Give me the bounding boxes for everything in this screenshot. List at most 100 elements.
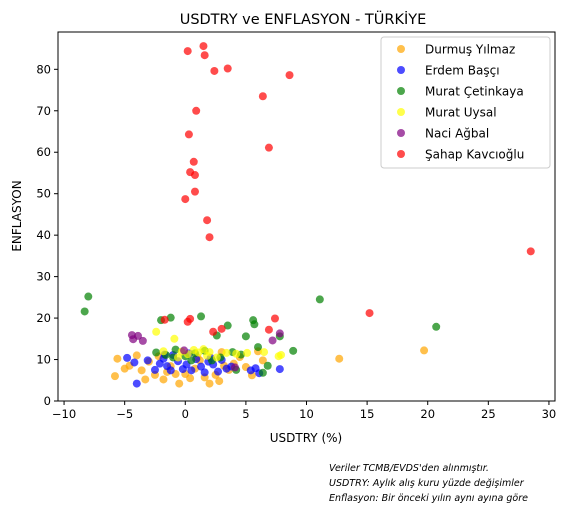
data-point bbox=[171, 345, 180, 354]
y-tick-label: 40 bbox=[36, 228, 51, 242]
x-axis-ticks: −10 −5 0 5 10 15 20 25 30 bbox=[52, 401, 556, 421]
y-tick-label: 70 bbox=[36, 104, 51, 118]
data-point bbox=[420, 346, 429, 355]
data-point bbox=[205, 233, 214, 242]
data-point bbox=[181, 195, 190, 204]
legend-marker bbox=[397, 87, 405, 95]
data-point bbox=[432, 322, 441, 331]
data-point bbox=[210, 66, 219, 75]
data-point bbox=[141, 375, 150, 384]
legend-label: Naci Ağbal bbox=[425, 127, 489, 141]
data-point bbox=[223, 321, 232, 330]
data-point bbox=[203, 216, 212, 225]
data-point bbox=[166, 366, 175, 375]
data-point bbox=[159, 375, 168, 384]
data-point bbox=[275, 329, 284, 338]
footnote-inflation: Enflasyon: Bir önceki yılın aynı ayına g… bbox=[329, 493, 528, 504]
legend-marker bbox=[397, 45, 405, 53]
data-point bbox=[268, 336, 277, 345]
data-point bbox=[187, 356, 196, 365]
data-point bbox=[258, 92, 267, 101]
x-tick-label: 15 bbox=[360, 407, 375, 421]
y-tick-label: 20 bbox=[36, 311, 51, 325]
legend-marker bbox=[397, 150, 405, 158]
data-point bbox=[526, 247, 535, 256]
data-point bbox=[170, 334, 179, 343]
data-point bbox=[197, 362, 206, 371]
data-point bbox=[110, 372, 119, 381]
data-point bbox=[187, 366, 196, 375]
x-axis-label: USDTRY (%) bbox=[270, 431, 342, 445]
data-point bbox=[200, 51, 209, 60]
data-point bbox=[203, 351, 212, 360]
data-point bbox=[184, 130, 193, 139]
data-point bbox=[123, 353, 132, 362]
data-point bbox=[260, 348, 269, 357]
legend-frame bbox=[380, 36, 551, 169]
data-point bbox=[250, 320, 259, 329]
data-point bbox=[137, 366, 146, 375]
legend-marker bbox=[397, 66, 405, 74]
y-axis-ticks: 0 10 20 30 40 50 60 70 80 bbox=[36, 62, 58, 408]
data-point bbox=[289, 346, 298, 355]
data-point bbox=[315, 295, 324, 304]
data-point bbox=[132, 351, 141, 360]
data-point bbox=[230, 363, 239, 372]
legend-label: Şahap Kavcıoğlu bbox=[425, 148, 524, 162]
data-point bbox=[209, 327, 218, 336]
data-point bbox=[166, 313, 175, 322]
data-point bbox=[186, 314, 195, 323]
data-point bbox=[186, 374, 195, 383]
data-point bbox=[160, 315, 169, 324]
legend-label: Durmuş Yılmaz bbox=[425, 43, 515, 57]
footnote-usdtry: USDTRY: Aylık alış kuru yüzde değişimler bbox=[329, 478, 524, 489]
data-point bbox=[285, 71, 294, 80]
data-point bbox=[152, 327, 161, 336]
data-point bbox=[217, 324, 226, 333]
data-point bbox=[214, 367, 223, 376]
data-point bbox=[80, 307, 89, 316]
y-axis-label: ENFLASYON bbox=[10, 180, 24, 251]
x-tick-label: −10 bbox=[52, 407, 76, 421]
data-point bbox=[212, 353, 221, 362]
data-point bbox=[241, 332, 250, 341]
data-point bbox=[199, 345, 208, 354]
x-tick-label: 10 bbox=[299, 407, 314, 421]
y-tick-label: 0 bbox=[44, 394, 51, 408]
data-point bbox=[243, 348, 252, 357]
data-point bbox=[335, 354, 344, 363]
data-point bbox=[197, 312, 206, 321]
data-point bbox=[189, 157, 198, 166]
data-point bbox=[232, 349, 241, 358]
data-point bbox=[254, 343, 263, 352]
data-point bbox=[258, 368, 267, 377]
x-tick-label: 20 bbox=[420, 407, 435, 421]
y-tick-label: 10 bbox=[36, 353, 51, 367]
data-point bbox=[222, 348, 231, 357]
legend-label: Murat Uysal bbox=[425, 106, 497, 120]
data-point bbox=[223, 64, 232, 73]
data-point bbox=[134, 331, 143, 340]
data-points bbox=[80, 42, 535, 388]
data-point bbox=[143, 356, 152, 365]
data-point bbox=[175, 379, 184, 388]
data-point bbox=[264, 143, 273, 152]
data-point bbox=[183, 47, 192, 56]
legend-label: Erdem Başçı bbox=[425, 64, 500, 78]
x-tick-label: −5 bbox=[116, 407, 133, 421]
x-tick-label: 30 bbox=[542, 407, 557, 421]
data-point bbox=[130, 358, 139, 367]
data-point bbox=[264, 325, 273, 334]
data-point bbox=[174, 353, 183, 362]
legend: Durmuş Yılmaz Erdem Başçı Murat Çetinkaya M… bbox=[380, 36, 551, 169]
data-point bbox=[270, 314, 279, 323]
data-point bbox=[152, 348, 161, 357]
data-point bbox=[192, 106, 201, 115]
legend-label: Murat Çetinkaya bbox=[425, 85, 524, 99]
y-tick-label: 50 bbox=[36, 187, 51, 201]
data-point bbox=[277, 350, 286, 359]
x-tick-label: 25 bbox=[481, 407, 496, 421]
data-point bbox=[132, 379, 141, 388]
data-point bbox=[190, 171, 199, 180]
